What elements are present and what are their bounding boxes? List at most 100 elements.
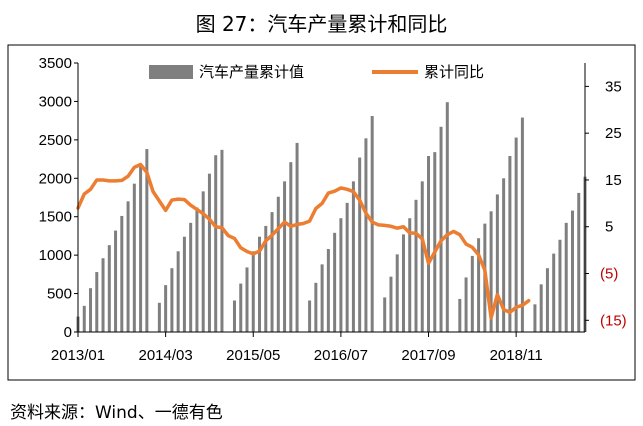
bar	[389, 276, 393, 332]
bar	[339, 218, 343, 332]
bar	[420, 181, 424, 332]
bar	[239, 283, 243, 332]
bar	[107, 245, 111, 332]
right-axis-tick-label: (15)	[600, 312, 627, 329]
bar	[232, 300, 236, 332]
bar	[539, 284, 543, 332]
bar	[164, 285, 168, 332]
bar	[126, 201, 130, 332]
bar	[489, 211, 493, 332]
left-axis-tick-label: 3000	[39, 93, 72, 110]
left-axis-tick-label: 0	[64, 324, 72, 341]
bar	[145, 149, 149, 332]
bar	[295, 142, 299, 332]
chart-title: 图 27：汽车产量累计和同比	[195, 12, 448, 36]
bar	[358, 157, 362, 332]
bar	[195, 207, 199, 332]
legend: 汽车产量累计值 累计同比	[149, 63, 484, 81]
right-axis-tick-label: 25	[605, 125, 622, 142]
bar	[264, 225, 268, 332]
right-axis-tick-label: 35	[605, 78, 622, 95]
bar	[427, 156, 431, 332]
bar	[477, 238, 481, 332]
left-axis-tick-label: 1500	[39, 209, 72, 226]
bar	[370, 116, 374, 332]
legend-bar-swatch	[149, 65, 193, 79]
bar	[101, 258, 105, 332]
bar	[170, 268, 174, 332]
right-axis: (15) (5) 5 15 25 35	[584, 63, 627, 332]
bar	[502, 178, 506, 332]
bar	[251, 251, 255, 332]
bar	[401, 234, 405, 332]
bar	[314, 282, 318, 332]
bar	[577, 192, 581, 332]
bar	[520, 117, 524, 332]
x-axis-tick-label: 2015/05	[226, 347, 280, 364]
bar	[189, 222, 193, 332]
bar	[364, 138, 368, 332]
left-axis-tick-label: 3500	[39, 55, 72, 72]
bar	[120, 215, 124, 332]
bar	[570, 210, 574, 332]
bar	[552, 253, 556, 332]
bar	[351, 181, 355, 332]
bar	[326, 248, 330, 332]
x-axis-tick-label: 2016/07	[314, 347, 368, 364]
bar	[157, 302, 161, 332]
bar	[139, 165, 143, 332]
right-axis-tick-label: 15	[605, 172, 622, 189]
bar	[289, 162, 293, 332]
bar	[545, 268, 549, 332]
bar	[445, 102, 449, 332]
bar	[383, 297, 387, 332]
bar	[132, 183, 136, 332]
bar	[308, 300, 312, 332]
legend-bar-label: 汽车产量累计值	[199, 63, 304, 81]
left-axis-tick-label: 500	[47, 286, 72, 303]
bar	[258, 236, 262, 332]
legend-line-label: 累计同比	[424, 63, 484, 81]
bar	[558, 239, 562, 332]
bar	[320, 264, 324, 332]
bar	[214, 155, 218, 332]
x-axis-tick-label: 2014/03	[139, 347, 193, 364]
bar	[176, 251, 180, 332]
source-note: 资料来源：Wind、一德有色	[10, 403, 223, 423]
bar	[433, 152, 437, 332]
bar	[114, 230, 118, 332]
bar	[533, 304, 537, 332]
left-axis: 0 500 1000 1500 2000 2500 3000 3500	[39, 55, 79, 341]
bar	[333, 232, 337, 332]
plot-frame	[7, 44, 636, 381]
bar	[283, 181, 287, 332]
bar	[82, 305, 86, 332]
bar	[439, 126, 443, 332]
left-axis-tick-label: 2500	[39, 132, 72, 149]
bar	[514, 137, 518, 332]
bar	[245, 267, 249, 332]
bar	[495, 194, 499, 332]
right-axis-tick-label: (5)	[600, 266, 618, 283]
bar	[464, 277, 468, 332]
left-axis-tick-label: 1000	[39, 247, 72, 264]
bar-series	[76, 102, 587, 332]
bar	[414, 199, 418, 332]
bar	[470, 255, 474, 332]
x-axis-tick-label: 2013/01	[51, 347, 105, 364]
bar	[207, 173, 211, 332]
bar	[345, 202, 349, 332]
bar	[408, 218, 412, 332]
left-axis-tick-label: 2000	[39, 170, 72, 187]
bar	[508, 156, 512, 332]
line-series	[76, 162, 531, 320]
bar	[270, 212, 274, 332]
x-axis-tick-label: 2017/09	[401, 347, 455, 364]
bar	[458, 298, 462, 332]
bar	[395, 254, 399, 332]
right-axis-tick-label: 5	[605, 219, 613, 236]
x-axis-tick-label: 2018/11	[490, 347, 543, 364]
bar	[201, 191, 205, 332]
bar	[89, 288, 93, 332]
